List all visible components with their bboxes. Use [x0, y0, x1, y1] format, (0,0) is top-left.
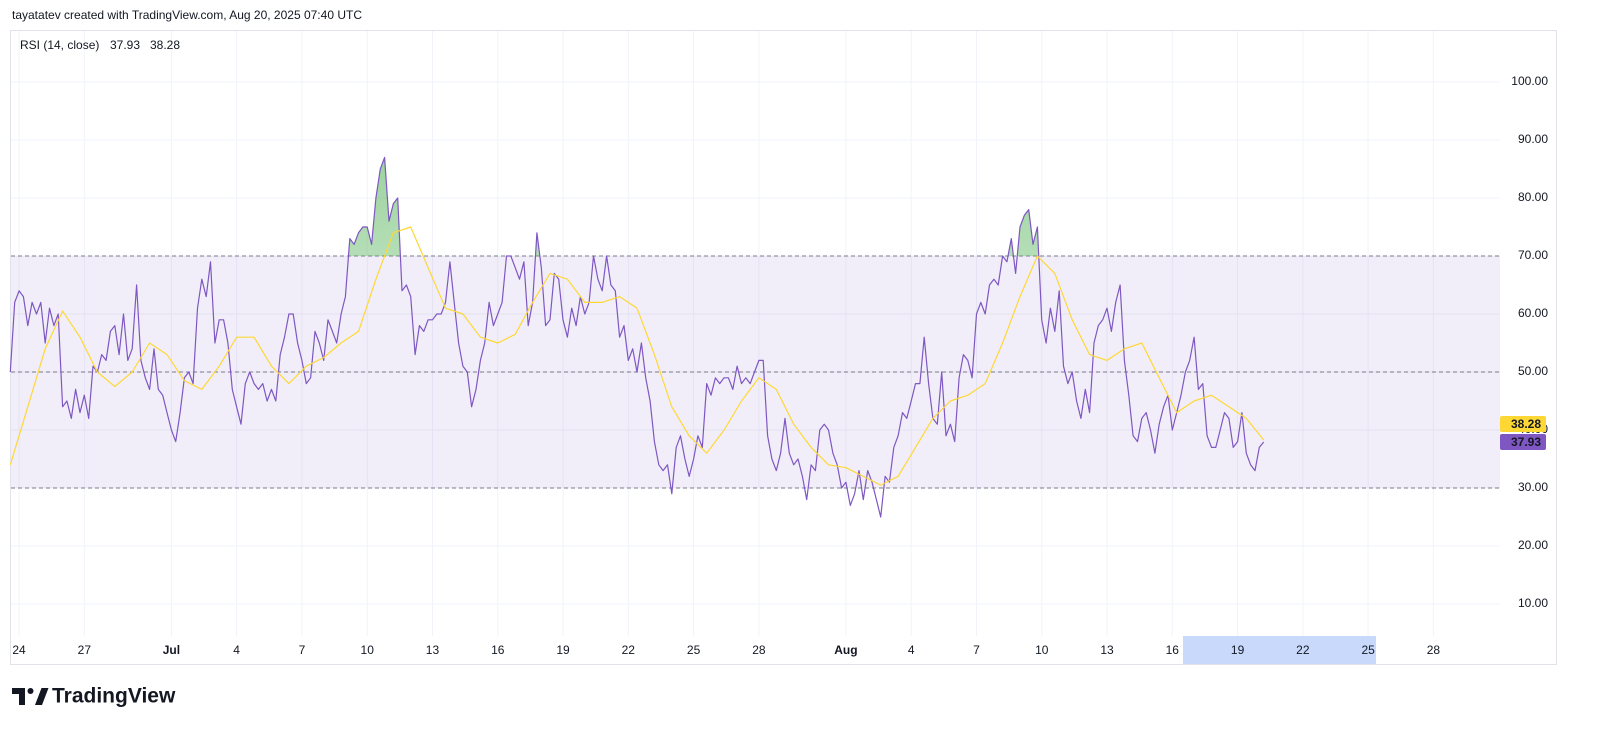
- x-tick-label: 10: [361, 643, 375, 657]
- x-tick-label: 28: [752, 643, 766, 657]
- x-tick-label: 13: [1100, 643, 1114, 657]
- y-tick-label: 100.00: [1511, 74, 1548, 88]
- x-tick-label: 16: [1166, 643, 1180, 657]
- x-tick-label: 4: [908, 643, 915, 657]
- logo-mark: [27, 688, 34, 694]
- brand: TradingView: [52, 685, 176, 708]
- x-tick-label: 13: [426, 643, 440, 657]
- x-tick-label: 28: [1427, 643, 1441, 657]
- legend-value: 38.28: [150, 38, 180, 52]
- y-tick-label: 80.00: [1518, 190, 1548, 204]
- last-value-badge: [1500, 416, 1546, 433]
- last-value-label: 37.93: [1511, 435, 1541, 449]
- y-tick-label: 50.00: [1518, 364, 1548, 378]
- x-tick-label: 19: [1231, 643, 1245, 657]
- x-tick-label: 16: [491, 643, 505, 657]
- x-range-highlight: [1183, 636, 1376, 664]
- pane-border: [10, 30, 1557, 665]
- y-tick-label: 30.00: [1518, 480, 1548, 494]
- x-tick-label: 10: [1035, 643, 1049, 657]
- x-tick-label: 7: [299, 643, 306, 657]
- rsi-ma-line: [9, 226, 1265, 486]
- x-tick-label: 24: [12, 643, 26, 657]
- y-tick-label: 20.00: [1518, 538, 1548, 552]
- logo-mark: [35, 688, 49, 705]
- x-tick-label: 25: [687, 643, 701, 657]
- brand-logo: TradingView: [12, 685, 176, 708]
- x-tick-label: 25: [1361, 643, 1375, 657]
- legend-value: 37.93: [110, 38, 140, 52]
- last-value-label: 38.28: [1511, 417, 1541, 431]
- logo-mark: [12, 688, 25, 705]
- last-value-badge: [1500, 434, 1546, 451]
- x-tick-label: Aug: [834, 643, 857, 657]
- x-tick-label: 27: [78, 643, 92, 657]
- x-tick-label: 22: [1296, 643, 1310, 657]
- x-tick-label: 4: [233, 643, 240, 657]
- rsi-line: [9, 156, 1265, 518]
- y-tick-label: 90.00: [1518, 132, 1548, 146]
- x-tick-label: 7: [973, 643, 980, 657]
- x-tick-label: 19: [556, 643, 570, 657]
- y-tick-label: 60.00: [1518, 306, 1548, 320]
- x-tick-label: Jul: [163, 643, 180, 657]
- x-tick-label: 22: [622, 643, 636, 657]
- y-tick-label: 70.00: [1518, 248, 1548, 262]
- y-tick-label: 10.00: [1518, 596, 1548, 610]
- legend-title: RSI (14, close): [20, 38, 99, 52]
- header: tayatatev created with TradingView.com, …: [12, 8, 362, 22]
